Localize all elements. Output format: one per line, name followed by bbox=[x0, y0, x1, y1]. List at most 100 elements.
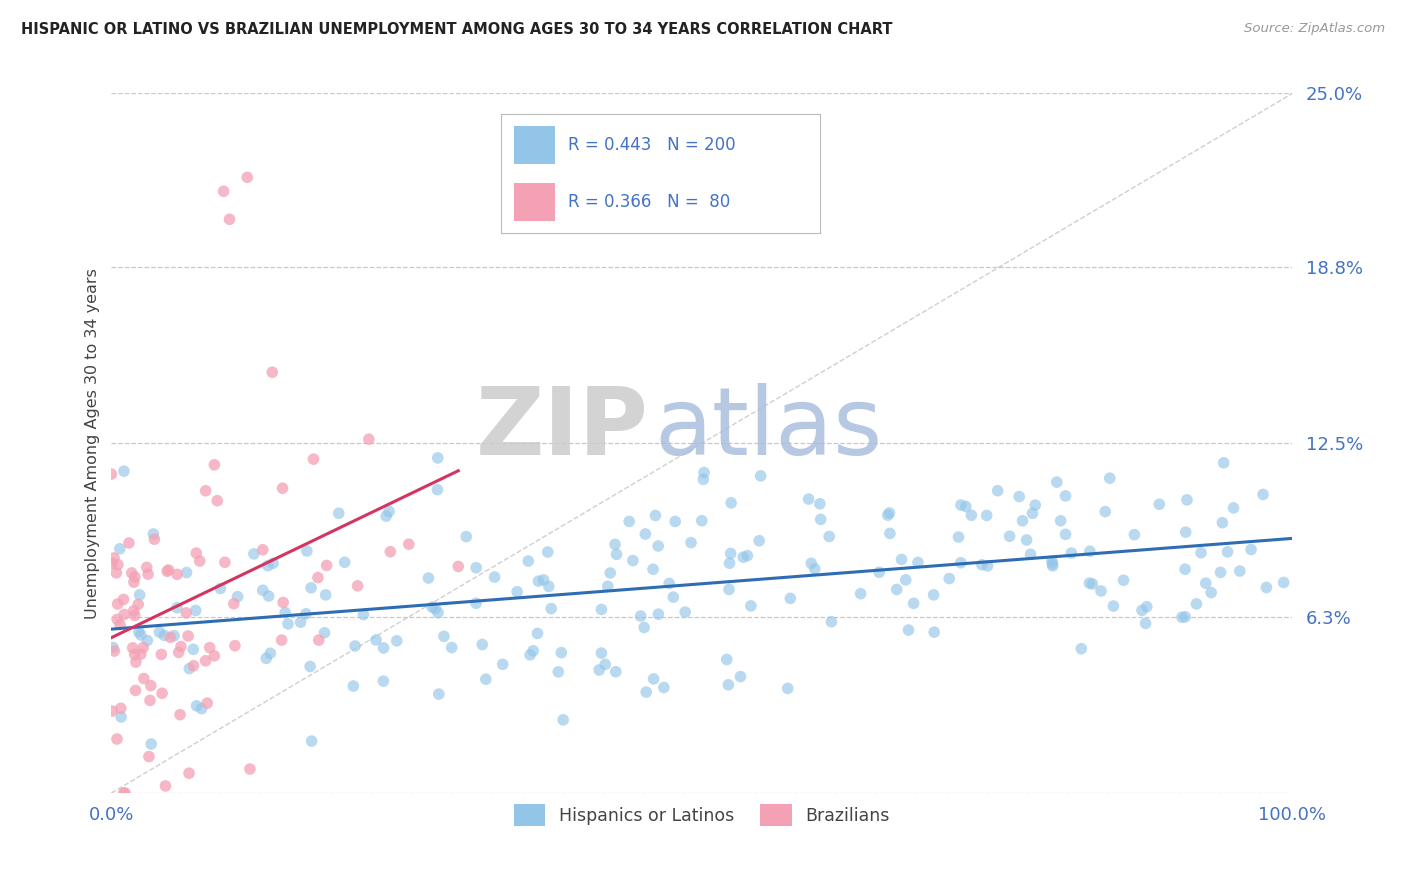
Point bbox=[526, 626, 548, 640]
Point bbox=[522, 644, 544, 658]
Point bbox=[779, 591, 801, 606]
Point bbox=[163, 629, 186, 643]
Point bbox=[1042, 557, 1064, 571]
Point bbox=[139, 679, 162, 693]
Point bbox=[1070, 641, 1092, 656]
Point bbox=[364, 632, 387, 647]
Point bbox=[198, 640, 221, 655]
Point bbox=[184, 603, 207, 617]
Point bbox=[342, 679, 364, 693]
Point bbox=[128, 588, 150, 602]
Point bbox=[176, 566, 198, 580]
Point bbox=[101, 704, 124, 718]
Point bbox=[1222, 500, 1244, 515]
Point bbox=[596, 579, 619, 593]
Point bbox=[271, 595, 294, 609]
Point bbox=[121, 640, 143, 655]
Point bbox=[820, 615, 842, 629]
Point bbox=[547, 665, 569, 679]
Point bbox=[797, 492, 820, 507]
Point bbox=[177, 629, 200, 643]
Point bbox=[1174, 562, 1197, 576]
Point bbox=[136, 633, 159, 648]
Point bbox=[224, 639, 246, 653]
Point bbox=[484, 570, 506, 584]
Point bbox=[124, 570, 146, 584]
Point bbox=[124, 648, 146, 662]
Point bbox=[720, 496, 742, 510]
Point bbox=[271, 481, 294, 495]
Point bbox=[143, 533, 166, 547]
Point bbox=[122, 575, 145, 590]
Point bbox=[808, 497, 831, 511]
Point bbox=[679, 535, 702, 549]
Point bbox=[519, 648, 541, 662]
Point bbox=[1130, 603, 1153, 617]
Point bbox=[299, 581, 322, 595]
Point bbox=[212, 184, 235, 198]
Point bbox=[1040, 554, 1063, 568]
Point bbox=[636, 685, 658, 699]
Point bbox=[398, 537, 420, 551]
Point bbox=[593, 657, 616, 672]
Point bbox=[517, 554, 540, 568]
Point bbox=[456, 530, 478, 544]
Point bbox=[344, 639, 367, 653]
Point bbox=[112, 464, 135, 478]
Point bbox=[136, 567, 159, 582]
Point bbox=[527, 574, 550, 589]
Point bbox=[998, 529, 1021, 543]
Point bbox=[100, 467, 122, 481]
Point bbox=[1256, 581, 1278, 595]
Point bbox=[718, 556, 741, 570]
Point bbox=[142, 527, 165, 541]
Text: HISPANIC OR LATINO VS BRAZILIAN UNEMPLOYMENT AMONG AGES 30 TO 34 YEARS CORRELATI: HISPANIC OR LATINO VS BRAZILIAN UNEMPLOY… bbox=[21, 22, 893, 37]
Point bbox=[132, 640, 155, 655]
Point bbox=[112, 592, 135, 607]
Point bbox=[633, 620, 655, 634]
Text: ZIP: ZIP bbox=[475, 384, 648, 475]
Point bbox=[658, 576, 681, 591]
Point bbox=[1015, 533, 1038, 547]
Point bbox=[1024, 498, 1046, 512]
Point bbox=[148, 625, 170, 640]
Point bbox=[110, 710, 132, 724]
Point bbox=[202, 458, 225, 472]
Point bbox=[202, 648, 225, 663]
Point bbox=[222, 597, 245, 611]
Point bbox=[254, 651, 277, 665]
Point bbox=[105, 612, 128, 626]
Point bbox=[156, 564, 179, 578]
Point bbox=[879, 506, 901, 520]
Point bbox=[112, 786, 135, 800]
Point bbox=[733, 550, 755, 565]
Point bbox=[128, 624, 150, 639]
Point bbox=[550, 646, 572, 660]
Point bbox=[301, 734, 323, 748]
Point bbox=[1251, 487, 1274, 501]
Point bbox=[1174, 610, 1197, 624]
Point bbox=[818, 529, 841, 543]
Point bbox=[346, 579, 368, 593]
Point bbox=[315, 588, 337, 602]
Point bbox=[122, 604, 145, 618]
Point bbox=[1174, 525, 1197, 540]
Point bbox=[257, 558, 280, 573]
Point bbox=[537, 545, 560, 559]
Text: atlas: atlas bbox=[655, 384, 883, 475]
Point bbox=[948, 530, 970, 544]
Point bbox=[426, 450, 449, 465]
Point bbox=[1098, 471, 1121, 485]
Point bbox=[886, 582, 908, 597]
Point bbox=[716, 652, 738, 666]
Point bbox=[690, 514, 713, 528]
Point bbox=[110, 701, 132, 715]
Point bbox=[107, 597, 129, 611]
Point bbox=[425, 601, 447, 615]
Point bbox=[252, 542, 274, 557]
Point bbox=[375, 509, 398, 524]
Point bbox=[949, 556, 972, 570]
Point bbox=[1081, 577, 1104, 591]
Point bbox=[166, 567, 188, 582]
Point bbox=[553, 713, 575, 727]
